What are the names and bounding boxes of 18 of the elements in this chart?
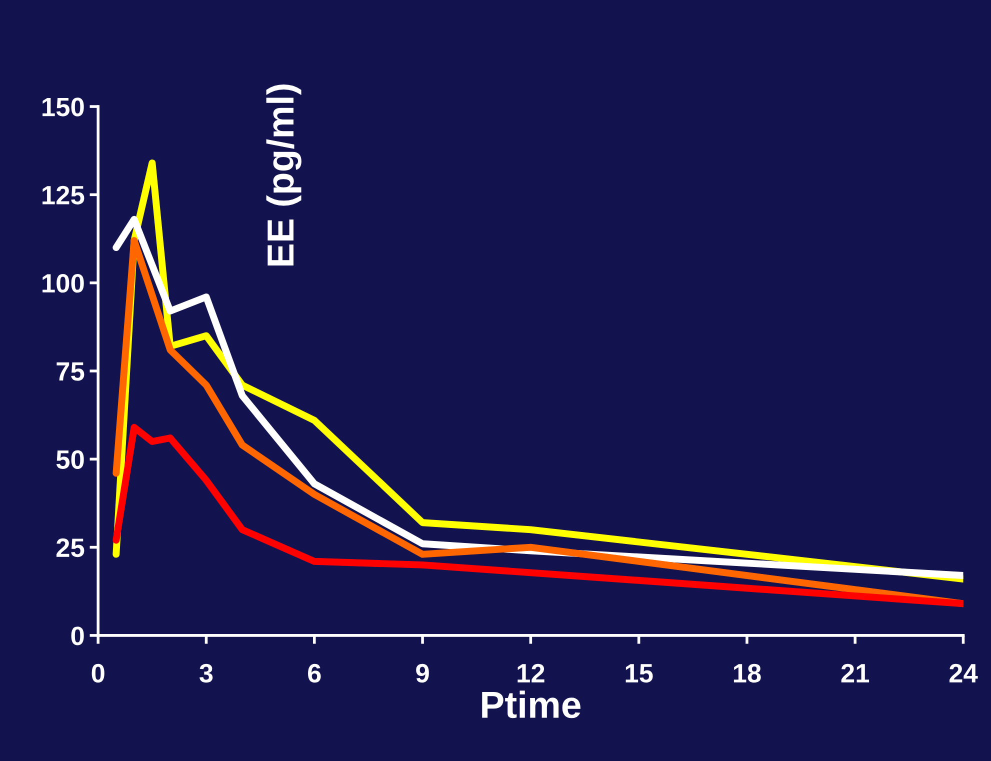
x-tick-label: 6 [308,664,321,683]
x-tick-label: 3 [200,664,213,683]
y-tick-label: 0 [71,626,84,646]
y-tick-label: 125 [42,186,84,205]
y-tick-label: 75 [56,362,84,381]
y-axis-title: EE (pg/ml) [266,84,302,266]
x-tick-label: 24 [949,664,978,682]
y-tick-label: 100 [42,274,84,293]
x-tick-label: 9 [416,664,429,683]
x-tick-label: 21 [841,664,870,682]
x-tick-label: 0 [92,664,104,683]
y-tick-label: 150 [42,98,84,116]
x-tick-label: 12 [518,664,544,682]
x-tick-label: 18 [734,664,761,683]
x-tick-label: 15 [626,664,653,683]
x-axis-title: Ptime [482,690,580,718]
y-tick-label: 25 [56,538,84,558]
y-tick-label: 50 [56,450,84,469]
